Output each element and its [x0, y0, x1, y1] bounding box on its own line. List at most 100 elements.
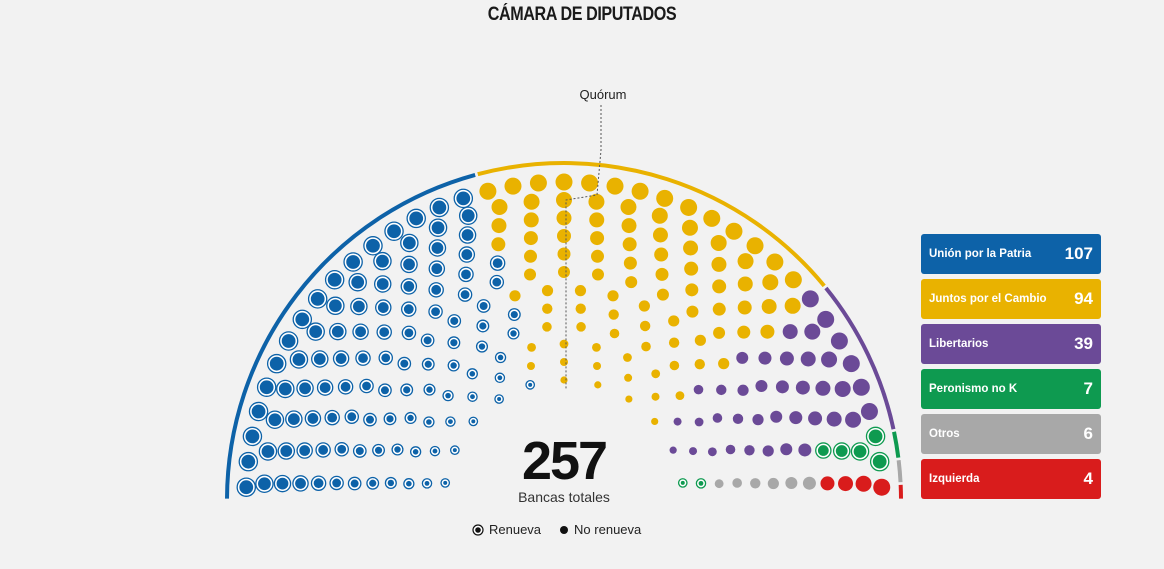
legend-party-seats: 4	[1083, 469, 1093, 488]
seat	[527, 343, 536, 352]
seat	[655, 267, 669, 281]
seat	[606, 177, 624, 195]
seat	[714, 479, 724, 489]
seat	[821, 351, 838, 368]
seat	[592, 343, 601, 352]
seat-renueva-core	[817, 445, 829, 456]
total-seats: 257	[521, 431, 608, 491]
seat-renueva-core	[431, 242, 444, 254]
seat-renueva-core	[287, 413, 300, 426]
seat-renueva-core	[448, 419, 453, 425]
seat-renueva-core	[327, 412, 338, 423]
seat-renueva-core	[853, 445, 867, 458]
seat-renueva-core	[492, 277, 502, 287]
seat	[479, 182, 497, 200]
seat-renueva-core	[241, 454, 256, 469]
seat-renueva-core	[479, 322, 487, 330]
seat-renueva-core	[400, 359, 409, 368]
key-no-renueva-label: No renueva	[574, 522, 642, 537]
seat	[804, 323, 821, 340]
seat	[760, 324, 775, 339]
seat	[775, 380, 789, 394]
legend-party-seats: 6	[1083, 424, 1093, 443]
seat-renueva-core	[431, 284, 442, 295]
seat	[590, 249, 604, 263]
seat-renueva-core	[340, 381, 351, 392]
seat	[560, 376, 568, 384]
quorum-line	[565, 105, 602, 390]
legend-party-seats: 94	[1074, 289, 1093, 308]
seat	[770, 410, 783, 423]
seat-renueva-core	[424, 360, 432, 368]
seat-renueva-core	[868, 429, 883, 444]
legend-item: Libertarios 39	[921, 324, 1101, 364]
seat	[588, 193, 605, 210]
seat-renueva-core	[381, 353, 391, 363]
seat	[767, 477, 779, 490]
seat	[620, 199, 637, 216]
seat-renueva-core	[497, 397, 502, 402]
seat	[651, 417, 659, 426]
seat	[684, 261, 699, 276]
seat	[815, 380, 831, 396]
seat	[523, 231, 538, 246]
seat	[625, 276, 638, 289]
seat	[761, 298, 777, 314]
seat-renueva-core	[528, 382, 533, 387]
seat-renueva-core	[460, 290, 470, 299]
seat-renueva-core	[872, 454, 887, 469]
party-arc	[477, 161, 826, 288]
seat	[541, 285, 554, 297]
seat	[750, 478, 761, 489]
seat-renueva-core	[478, 343, 486, 350]
seat	[639, 320, 651, 332]
seat	[542, 322, 552, 332]
seat	[623, 353, 632, 362]
seat	[686, 305, 699, 318]
seat-renueva-core	[269, 356, 284, 371]
seat-renueva-core	[337, 444, 347, 454]
seat	[673, 417, 682, 426]
party-arc	[896, 460, 903, 483]
key-renueva: Renueva	[472, 522, 541, 537]
seat	[855, 475, 872, 492]
seat	[711, 256, 727, 272]
seat	[576, 322, 586, 332]
seat	[798, 443, 812, 457]
seat	[752, 414, 764, 426]
seat-renueva-core	[387, 224, 401, 239]
seat-renueva-core	[443, 480, 448, 485]
seat-renueva-core	[365, 415, 374, 424]
seat-renueva-core	[450, 316, 459, 325]
seat	[523, 193, 540, 210]
seat-renueva-core	[313, 478, 324, 489]
seat	[766, 253, 784, 271]
seat	[558, 266, 570, 278]
seat	[716, 384, 727, 396]
seat-renueva-core	[328, 299, 342, 313]
seat	[504, 177, 522, 195]
quorum-label: Quórum	[580, 87, 627, 102]
seat	[725, 444, 736, 455]
legend-party-seats: 107	[1064, 244, 1093, 263]
seat-renueva-core	[310, 291, 325, 306]
seat-renueva-core	[346, 255, 361, 269]
seat	[668, 315, 680, 327]
seat	[557, 247, 571, 261]
seat	[591, 268, 604, 281]
seat	[491, 237, 506, 252]
legend-item: Otros 6	[921, 414, 1101, 454]
party-arc	[225, 172, 476, 499]
seat	[830, 332, 848, 350]
seat	[784, 297, 801, 314]
seat-renueva-core	[450, 362, 457, 369]
seat-renueva-core	[510, 310, 518, 319]
seat	[817, 310, 835, 328]
seat	[529, 174, 547, 192]
seat	[732, 413, 744, 425]
seat	[710, 234, 727, 251]
seat	[712, 302, 726, 316]
seat-renueva-core	[387, 479, 395, 487]
seat-renueva-core	[461, 249, 473, 260]
seat-renueva-core	[492, 258, 503, 269]
